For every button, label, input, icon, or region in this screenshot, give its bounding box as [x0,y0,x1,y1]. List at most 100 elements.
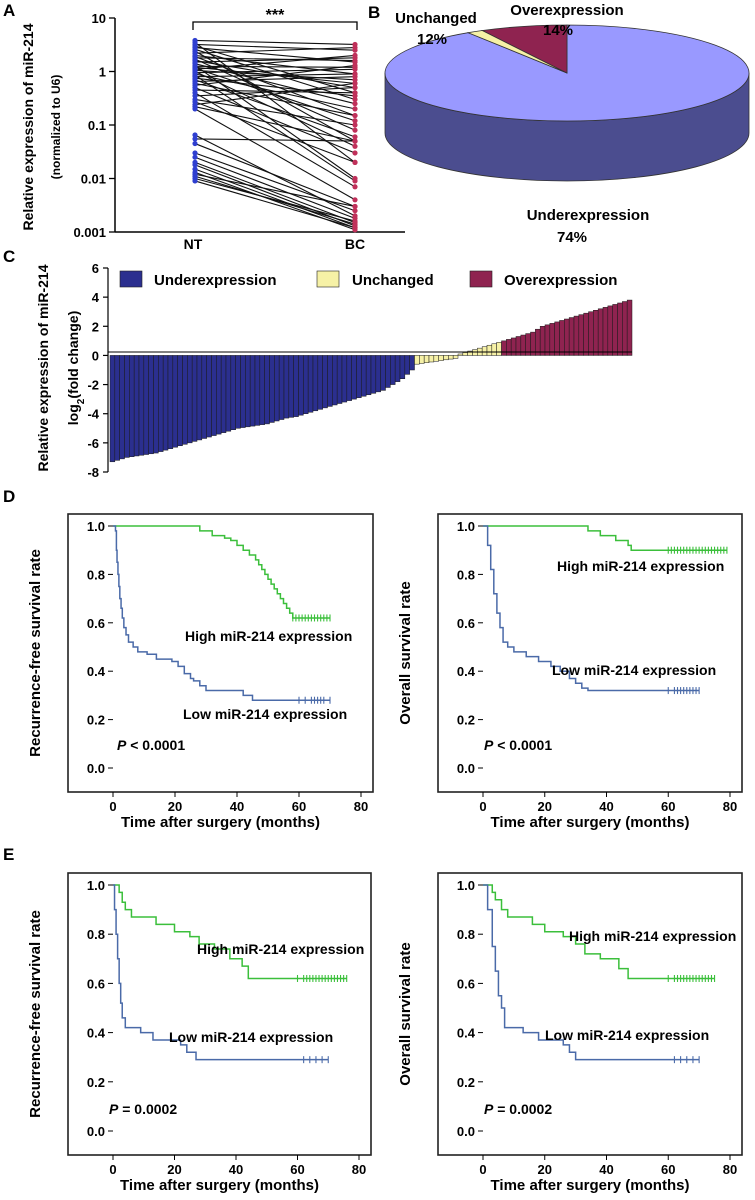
plot-frame [67,872,372,1156]
bar-underexpression [399,355,406,379]
bar-underexpression [404,355,410,375]
panel-a-ylabel: Relative expression of miR-214 [20,23,36,230]
xtick-label: 0 [479,1162,486,1177]
xtick-label: 60 [661,799,675,814]
bar-underexpression [114,355,120,461]
panel-c-ytick-label: -8 [87,465,99,480]
xtick-label: 0 [109,1162,116,1177]
km-curve-low [483,525,700,692]
ytick-label: 0.2 [87,713,105,728]
bar-underexpression [264,355,270,425]
xtick-label: 40 [599,799,613,814]
xtick-label: 20 [538,799,552,814]
y-axis-label: Recurrence-free survival rate [27,910,44,1118]
panel-c-ylabel-log-sub: 2 [76,398,87,404]
bar-overexpression [549,323,555,356]
xtick-label: 80 [352,1162,366,1177]
bar-overexpression [544,324,551,356]
panel-a-ylabel-sub: (normalized to U6) [49,75,63,180]
bar-overexpression [573,315,580,356]
pair-line [194,180,356,229]
pair-line [194,57,356,62]
bar-overexpression [607,305,613,356]
bc-point [352,66,358,72]
xtick-label: 60 [661,1162,675,1177]
pair-line [194,143,356,207]
ytick-label: 0.0 [87,1124,105,1139]
bar-underexpression [288,355,294,418]
p-value-symbol: P [484,737,494,753]
ytick-label: 0.2 [457,1075,475,1090]
bar-underexpression [322,355,328,409]
bar-overexpression [617,302,623,356]
km-curve-high [113,884,347,980]
ytick-label: 0.4 [87,664,106,679]
pair-line [194,138,356,142]
bar-overexpression [602,307,609,356]
bar-overexpression [515,336,522,356]
ytick-label: 0.0 [457,761,475,776]
ytick-label: 0.4 [87,1026,106,1041]
bc-point [352,85,358,91]
bar-underexpression [211,355,217,436]
p-value: P = 0.0002 [484,1101,552,1117]
bar-underexpression [307,355,314,413]
legend-label-overexpression: Overexpression [504,272,617,289]
panel-a-ytick-label: 0.001 [73,225,106,240]
bar-underexpression [278,355,285,420]
bar-overexpression [622,301,628,356]
bar-underexpression [269,355,275,423]
bar-underexpression [249,355,256,427]
panel-a-ytick-label: 10 [92,11,106,26]
bar-unchanged [414,355,420,365]
curve-label-low: Low miR-214 expression [183,706,347,722]
bc-point [352,218,358,224]
nt-point [192,106,198,112]
bar-underexpression [143,355,149,455]
bc-point [352,159,358,165]
bar-underexpression [240,355,246,428]
bar-unchanged [481,346,488,356]
pair-line [194,54,356,70]
bc-point [352,122,358,128]
panel-d-rfs-chart: 0.0 0.2 0.4 0.6 0.8 1.0 0 20 40 60 80 Time after su… [27,513,374,831]
y-axis-label: Recurrence-free survival rate [27,549,44,757]
x-axis-label: Time after surgery (months) [121,814,320,831]
bar-overexpression [568,317,575,356]
bar-underexpression [298,355,304,416]
panel-c-ylabel-log: log2(fold change) [65,311,87,425]
bar-overexpression [626,299,633,356]
bar-unchanged [472,349,478,356]
km-curve-low [113,525,330,701]
ytick-label: 0.4 [457,664,476,679]
pair-line [194,108,356,201]
panel-a-xtick-nt: NT [184,236,203,252]
bar-underexpression [177,355,183,447]
bar-unchanged [496,342,502,356]
pair-line [194,79,356,138]
pair-line [194,43,356,51]
ytick-label: 0.8 [87,927,105,942]
pair-line [194,173,356,208]
bar-underexpression [332,355,338,406]
nt-point [192,93,198,99]
bar-underexpression [254,355,261,426]
bar-underexpression [259,355,265,425]
bc-point [352,134,358,140]
nt-point [192,178,198,184]
xtick-label: 0 [479,799,486,814]
bc-point [352,184,358,190]
pair-line [194,76,356,83]
bar-underexpression [109,355,116,463]
panel-c-ytick-label: 2 [92,319,99,334]
panel-label-b: B [368,3,380,22]
bc-point [352,118,358,124]
bc-point [352,52,358,58]
curve-label-high: High miR-214 expression [569,928,736,944]
bar-unchanged [433,355,439,362]
curve-label-low: Low miR-214 expression [545,1027,709,1043]
legend-swatch-overexpression [469,270,493,288]
bar-underexpression [336,355,343,404]
pair-line [194,161,356,224]
bar-underexpression [133,355,140,457]
